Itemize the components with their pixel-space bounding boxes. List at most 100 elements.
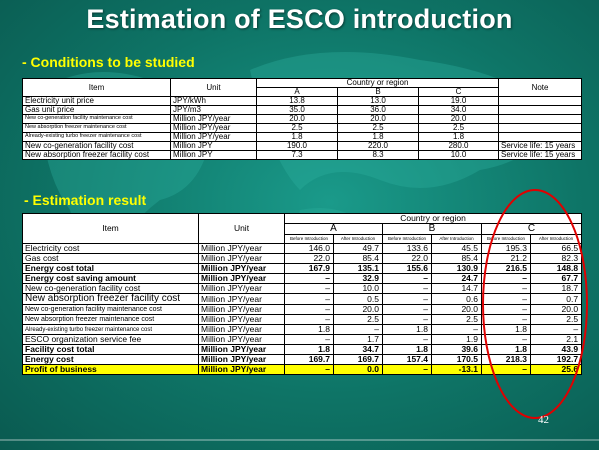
results-value-cell: 1.8 (481, 324, 531, 335)
results-value-cell: – (382, 293, 432, 305)
results-value-cell: – (382, 314, 432, 325)
results-unit-cell: Million JPY/year (198, 243, 285, 254)
results-unit-cell: Million JPY/year (198, 263, 285, 274)
results-value-cell: – (529, 324, 583, 335)
results-value-cell: 148.8 (529, 263, 583, 274)
results-value-cell: 43.9 (529, 344, 583, 355)
results-row: Gas cost Million JPY/year 22.0 85.4 22.0 85.4… (22, 253, 583, 264)
conditions-value-b: 36.0 (337, 105, 419, 115)
results-unit-cell: Million JPY/year (198, 344, 285, 355)
results-row: New co-generation facility cost Million J… (22, 283, 583, 294)
col-header-note: Note (498, 78, 583, 97)
conditions-value-c: 280.0 (417, 141, 500, 151)
results-value-cell: – (382, 304, 432, 315)
results-value-cell: 167.9 (284, 263, 334, 274)
results-value-cell: 0.6 (431, 293, 482, 305)
results-value-cell: 2.5 (431, 314, 482, 325)
results-value-cell: – (284, 334, 334, 345)
results-value-cell: 2.1 (529, 334, 583, 345)
res-header-unit: Unit (198, 213, 285, 244)
results-value-cell: 169.7 (284, 354, 334, 365)
results-value-cell: 192.7 (529, 354, 583, 365)
results-value-cell: – (382, 283, 432, 294)
results-value-cell: – (481, 364, 531, 375)
conditions-note-cell (498, 114, 583, 124)
results-value-cell: 66.5 (529, 243, 583, 254)
results-unit-cell: Million JPY/year (198, 324, 285, 335)
results-value-cell: 2.5 (333, 314, 383, 325)
col-header-unit: Unit (170, 78, 257, 97)
conditions-unit-cell: Million JPY (170, 150, 257, 160)
results-value-cell: 22.0 (284, 253, 334, 264)
res-header-item: Item (22, 213, 199, 244)
res-header-after-c: After Introduction (529, 234, 583, 244)
res-header-country: Country or region (283, 213, 583, 224)
results-value-cell: 25.6 (529, 364, 583, 375)
results-row: New absorption freezer maintenance cost M… (22, 314, 583, 325)
conditions-value-c: 19.0 (417, 96, 500, 106)
results-value-cell: 157.4 (382, 354, 432, 365)
results-value-cell: – (284, 293, 334, 305)
conditions-value-a: 7.3 (256, 150, 338, 160)
results-unit-cell: Million JPY/year (198, 354, 285, 365)
conditions-unit-cell: Million JPY/year (170, 132, 257, 142)
conditions-note-cell: Service life: 15 years (498, 141, 583, 151)
results-value-cell: 1.9 (431, 334, 482, 345)
results-value-cell: – (481, 304, 531, 315)
results-value-cell: 34.7 (333, 344, 383, 355)
conditions-item-cell: New absorption freezer maintenance cost (22, 123, 171, 133)
results-row: Profit of business Million JPY/year –0.0– -… (22, 364, 583, 375)
conditions-unit-cell: JPY/kWh (170, 96, 257, 106)
conditions-item-cell: New absorption freezer facility cost (22, 150, 171, 160)
res-header-before-c: Before Introduction (481, 234, 531, 244)
results-value-cell: – (284, 273, 334, 284)
results-value-cell: 0.5 (333, 293, 383, 305)
conditions-row: Electricity unit price JPY/kWh 13.8 13.0 19.… (22, 96, 583, 106)
results-value-cell: 24.7 (431, 273, 482, 284)
results-value-cell: – (481, 273, 531, 284)
results-row: Energy cost total Million JPY/year 167.9 13… (22, 263, 583, 274)
results-value-cell: – (382, 273, 432, 284)
conditions-note-cell (498, 105, 583, 115)
conditions-row: New absorption freezer maintenance cost M… (22, 123, 583, 133)
results-row: New absorption freezer facility cost Mill… (22, 293, 583, 305)
results-row: Already-existing turbo freezer maintenan… (22, 324, 583, 335)
conditions-value-c: 1.8 (417, 132, 500, 142)
conditions-value-a: 13.8 (256, 96, 338, 106)
results-item-cell: New absorption freezer maintenance cost (22, 314, 199, 325)
results-unit-cell: Million JPY/year (198, 364, 285, 375)
page-number: 42 (538, 414, 549, 426)
conditions-value-c: 2.5 (417, 123, 500, 133)
results-value-cell: 195.3 (481, 243, 531, 254)
results-item-cell: Profit of business (22, 364, 199, 375)
results-value-cell: 49.7 (333, 243, 383, 254)
results-value-cell: 146.0 (284, 243, 334, 254)
results-value-cell: – (382, 364, 432, 375)
results-value-cell: 1.8 (481, 344, 531, 355)
res-header-after-a: After Introduction (333, 234, 383, 244)
results-row: Energy cost saving amount Million JPY/yea… (22, 273, 583, 284)
results-value-cell: 1.8 (382, 344, 432, 355)
conditions-value-b: 1.8 (337, 132, 419, 142)
results-table: Item Unit Country or region A B C Before… (22, 213, 583, 375)
conditions-table: Item Unit Country or region Note A B C E… (22, 78, 583, 160)
results-value-cell: 18.7 (529, 283, 583, 294)
col-header-item: Item (22, 78, 171, 97)
res-header-c: C (480, 223, 583, 235)
conditions-value-a: 35.0 (256, 105, 338, 115)
results-value-cell: 85.4 (431, 253, 482, 264)
results-value-cell: – (284, 283, 334, 294)
results-item-cell: New absorption freezer facility cost (22, 293, 199, 305)
conditions-unit-cell: JPY/m3 (170, 105, 257, 115)
conditions-item-cell: Gas unit price (22, 105, 171, 115)
results-unit-cell: Million JPY/year (198, 334, 285, 345)
results-row: Energy cost Million JPY/year 169.7 169.7 157… (22, 354, 583, 365)
results-row: ESCO organization service fee Million JPY… (22, 334, 583, 345)
results-value-cell: 216.5 (481, 263, 531, 274)
results-value-cell: – (284, 364, 334, 375)
results-value-cell: 14.7 (431, 283, 482, 294)
col-header-country: Country or region (255, 78, 500, 88)
conditions-item-cell: Electricity unit price (22, 96, 171, 106)
results-value-cell: – (333, 324, 383, 335)
results-value-cell: 169.7 (333, 354, 383, 365)
